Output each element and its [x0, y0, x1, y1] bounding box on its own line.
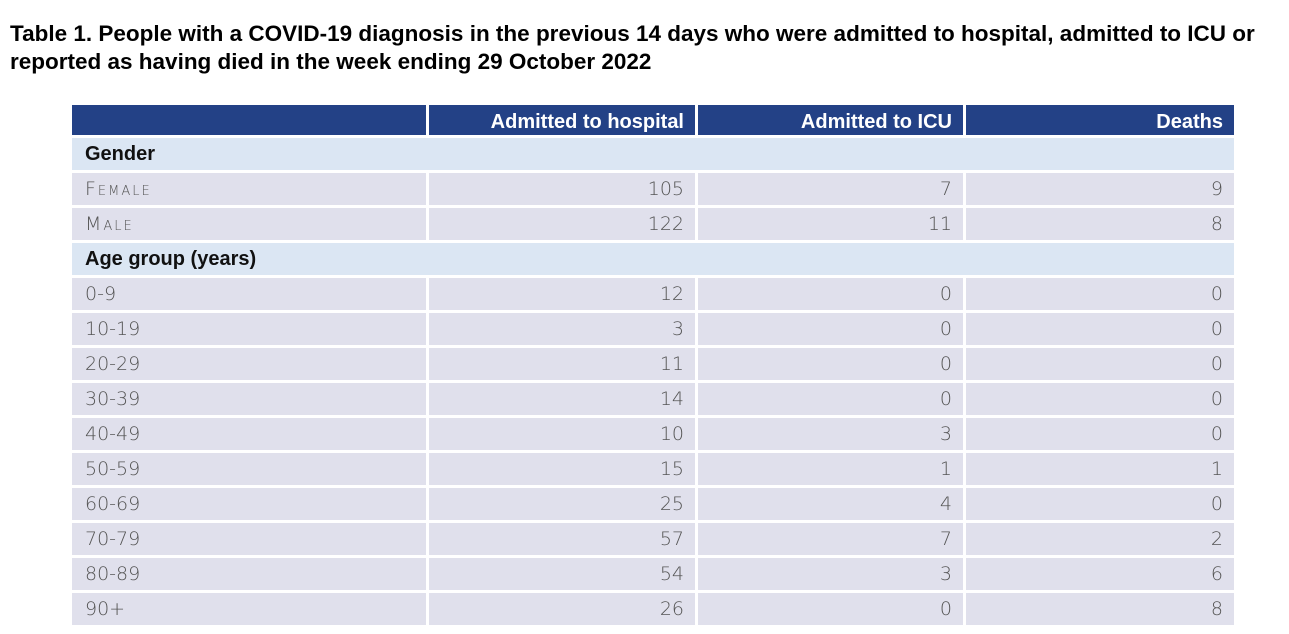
header-cell-blank [72, 105, 429, 138]
table-row: 50-59 15 1 1 [72, 453, 1234, 488]
cell-deaths: 9 [966, 173, 1234, 208]
row-label: Male [72, 208, 429, 243]
cell-icu: 0 [698, 313, 966, 348]
table-row: 40-49 10 3 0 [72, 418, 1234, 453]
cell-hospital: 26 [429, 593, 698, 628]
header-admitted-to-hospital: Admitted to hospital [429, 105, 698, 138]
header-admitted-to-icu: Admitted to ICU [698, 105, 966, 138]
cell-hospital: 14 [429, 383, 698, 418]
cell-deaths: 0 [966, 383, 1234, 418]
table-row: 90+ 26 0 8 [72, 593, 1234, 628]
cell-hospital: 105 [429, 173, 698, 208]
cell-hospital: 15 [429, 453, 698, 488]
table-row: Female 105 7 9 [72, 173, 1234, 208]
section-row-age-group: Age group (years) [72, 243, 1234, 278]
cell-hospital: 54 [429, 558, 698, 593]
cell-hospital: 57 [429, 523, 698, 558]
table-row: Male 122 11 8 [72, 208, 1234, 243]
cell-hospital: 10 [429, 418, 698, 453]
cell-deaths: 0 [966, 313, 1234, 348]
cell-deaths: 0 [966, 488, 1234, 523]
table-title: Table 1. People with a COVID-19 diagnosi… [10, 21, 1255, 74]
table-header-row: Admitted to hospital Admitted to ICU Dea… [72, 105, 1234, 138]
row-label: 30-39 [72, 383, 429, 418]
row-label: 20-29 [72, 348, 429, 383]
cell-hospital: 11 [429, 348, 698, 383]
cell-icu: 4 [698, 488, 966, 523]
cell-icu: 7 [698, 523, 966, 558]
cell-icu: 0 [698, 278, 966, 313]
cell-icu: 0 [698, 383, 966, 418]
cell-hospital: 12 [429, 278, 698, 313]
row-label: 10-19 [72, 313, 429, 348]
row-label: 90+ [72, 593, 429, 628]
row-label: 50-59 [72, 453, 429, 488]
cell-icu: 3 [698, 418, 966, 453]
cell-deaths: 0 [966, 418, 1234, 453]
table-row: 10-19 3 0 0 [72, 313, 1234, 348]
table-row: 80-89 54 3 6 [72, 558, 1234, 593]
table-row: 30-39 14 0 0 [72, 383, 1234, 418]
header-deaths: Deaths [966, 105, 1234, 138]
row-label: 60-69 [72, 488, 429, 523]
cell-deaths: 8 [966, 593, 1234, 628]
cell-deaths: 0 [966, 348, 1234, 383]
cell-hospital: 25 [429, 488, 698, 523]
cell-deaths: 2 [966, 523, 1234, 558]
covid-admissions-table: Admitted to hospital Admitted to ICU Dea… [72, 105, 1234, 628]
cell-hospital: 3 [429, 313, 698, 348]
cell-icu: 7 [698, 173, 966, 208]
cell-icu: 3 [698, 558, 966, 593]
cell-deaths: 0 [966, 278, 1234, 313]
row-label: 70-79 [72, 523, 429, 558]
section-label: Gender [72, 138, 1234, 173]
row-label: 40-49 [72, 418, 429, 453]
cell-deaths: 8 [966, 208, 1234, 243]
section-label: Age group (years) [72, 243, 1234, 278]
table-row: 0-9 12 0 0 [72, 278, 1234, 313]
section-row-gender: Gender [72, 138, 1234, 173]
row-label: 0-9 [72, 278, 429, 313]
cell-hospital: 122 [429, 208, 698, 243]
row-label: Female [72, 173, 429, 208]
cell-deaths: 1 [966, 453, 1234, 488]
cell-deaths: 6 [966, 558, 1234, 593]
row-label: 80-89 [72, 558, 429, 593]
cell-icu: 0 [698, 348, 966, 383]
cell-icu: 11 [698, 208, 966, 243]
table-row: 20-29 11 0 0 [72, 348, 1234, 383]
table-row: 70-79 57 7 2 [72, 523, 1234, 558]
cell-icu: 1 [698, 453, 966, 488]
cell-icu: 0 [698, 593, 966, 628]
table-row: 60-69 25 4 0 [72, 488, 1234, 523]
